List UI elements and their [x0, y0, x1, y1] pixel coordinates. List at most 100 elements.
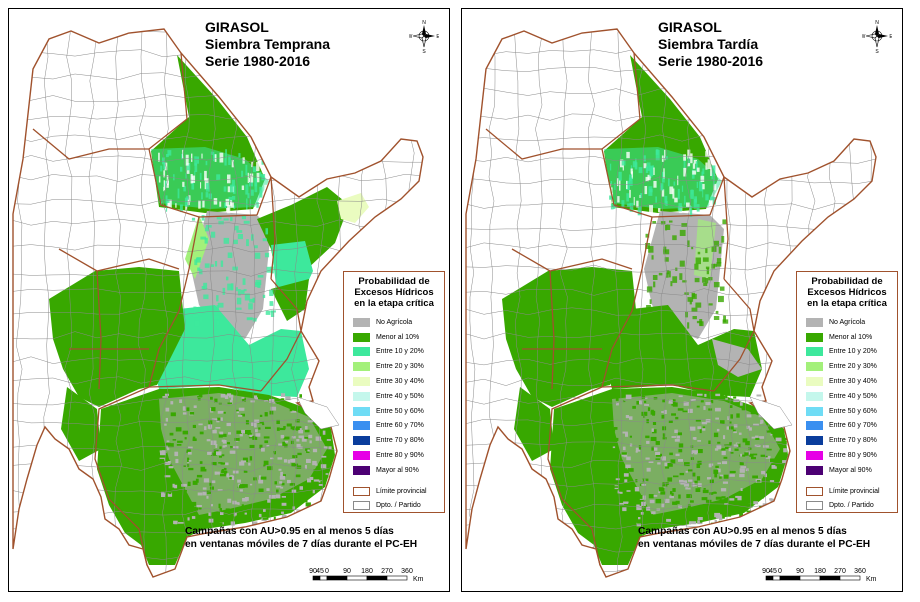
- raster-cell: [643, 397, 648, 399]
- legend-swatch: [353, 451, 370, 461]
- legend-item: Entre 30 y 40%: [806, 374, 897, 389]
- raster-cell: [177, 440, 183, 443]
- raster-cell: [220, 260, 224, 267]
- raster-cell: [697, 483, 702, 488]
- raster-cell: [167, 443, 174, 448]
- raster-cell: [714, 263, 717, 267]
- raster-cell: [242, 457, 248, 463]
- raster-cell: [649, 299, 652, 305]
- raster-cell: [622, 446, 626, 451]
- raster-cell: [623, 452, 628, 458]
- legend-label: Entre 40 y 50%: [829, 392, 877, 400]
- raster-cell: [169, 432, 174, 436]
- raster-cell: [626, 151, 630, 159]
- raster-cell: [713, 282, 720, 288]
- raster-cell: [305, 502, 311, 507]
- raster-cell: [163, 180, 166, 190]
- raster-cell: [223, 218, 229, 221]
- raster-cell: [677, 175, 679, 186]
- raster-cell: [186, 407, 190, 412]
- raster-cell: [227, 402, 233, 405]
- raster-cell: [701, 421, 708, 425]
- department-line: [13, 174, 423, 182]
- raster-cell: [187, 481, 191, 486]
- raster-cell: [306, 458, 311, 463]
- raster-cell: [765, 455, 771, 459]
- legend-label: Límite provincial: [376, 487, 427, 495]
- raster-cell: [220, 512, 224, 515]
- raster-cell: [719, 499, 723, 503]
- raster-cell: [278, 443, 283, 446]
- raster-cell: [200, 182, 202, 189]
- raster-cell: [720, 474, 724, 477]
- raster-cell: [306, 450, 310, 453]
- raster-cell: [765, 455, 768, 458]
- raster-cell: [619, 502, 625, 505]
- raster-cell: [231, 179, 235, 188]
- raster-cell: [166, 440, 170, 443]
- raster-cell: [221, 470, 224, 473]
- raster-cell: [216, 451, 222, 456]
- compass-e: E: [436, 34, 439, 40]
- raster-cell: [213, 449, 219, 453]
- raster-cell: [245, 184, 249, 195]
- raster-cell: [185, 516, 188, 522]
- raster-cell: [705, 151, 709, 158]
- raster-cell: [671, 404, 676, 406]
- raster-cell: [733, 424, 738, 428]
- raster-cell: [167, 513, 174, 516]
- raster-cell: [325, 496, 329, 501]
- raster-cell: [279, 481, 283, 484]
- raster-cell: [748, 427, 752, 431]
- raster-cell: [237, 234, 243, 240]
- raster-cell: [739, 402, 743, 406]
- raster-cell: [615, 506, 621, 510]
- raster-cell: [295, 465, 302, 469]
- raster-cell: [255, 282, 261, 288]
- raster-cell: [705, 499, 712, 503]
- raster-cell: [188, 460, 192, 462]
- raster-cell: [172, 475, 177, 479]
- scale-tick-label: 270: [381, 568, 393, 575]
- province-line: [148, 216, 200, 388]
- raster-cell: [308, 434, 313, 439]
- raster-cell: [648, 246, 654, 253]
- raster-cell: [619, 491, 623, 494]
- raster-cell: [321, 436, 326, 440]
- raster-cell: [290, 459, 296, 463]
- raster-cell: [750, 411, 756, 415]
- raster-cell: [650, 436, 657, 441]
- raster-cell: [258, 427, 261, 430]
- raster-cell: [681, 223, 688, 227]
- raster-cell: [227, 283, 233, 291]
- raster-cell: [251, 422, 255, 426]
- raster-cell: [205, 225, 212, 228]
- raster-cell: [232, 500, 237, 505]
- raster-cell: [185, 173, 187, 179]
- raster-cell: [688, 469, 693, 472]
- legend-item: Entre 30 y 40%: [353, 374, 444, 389]
- province-line: [601, 52, 641, 150]
- raster-cell: [695, 419, 701, 422]
- legend-swatch: [353, 362, 370, 372]
- raster-cell: [280, 434, 285, 439]
- raster-cell: [746, 503, 753, 508]
- raster-cell: [770, 458, 776, 463]
- raster-cell: [250, 181, 252, 186]
- raster-cell: [701, 497, 708, 501]
- raster-cell: [226, 276, 229, 281]
- raster-cell: [326, 439, 331, 441]
- scale-segment: [772, 575, 781, 581]
- raster-cell: [249, 298, 254, 303]
- raster-cell: [194, 506, 199, 511]
- raster-cell: [672, 235, 677, 241]
- raster-cell: [327, 508, 330, 512]
- raster-cell: [715, 407, 721, 412]
- raster-cell: [705, 266, 710, 269]
- raster-cell: [241, 504, 244, 508]
- raster-cell: [656, 310, 661, 315]
- raster-cell: [197, 156, 199, 164]
- raster-cell: [254, 419, 260, 423]
- raster-cell: [665, 272, 669, 278]
- map-title-line: Siembra Temprana: [205, 36, 331, 52]
